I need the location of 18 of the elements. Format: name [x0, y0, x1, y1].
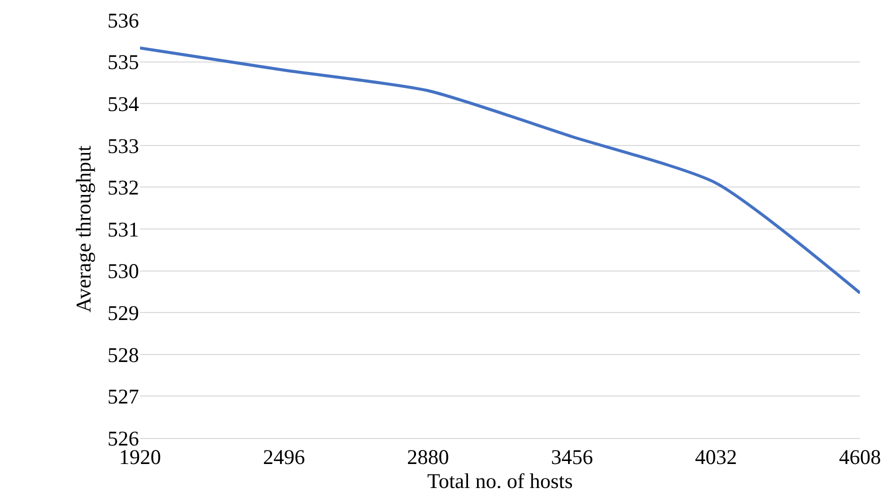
x-tick-label: 2880 [407, 445, 449, 470]
y-tick-label: 534 [108, 92, 140, 116]
x-tick-label: 2496 [263, 445, 305, 470]
y-axis-title: Average throughput [72, 145, 96, 312]
y-tick-label: 535 [108, 50, 139, 74]
y-tick-label: 532 [108, 176, 139, 200]
x-tick-label: 4032 [695, 445, 737, 470]
x-tick-label: 4608 [839, 445, 881, 470]
y-tick-label: 527 [108, 384, 139, 409]
y-tick-label: 533 [108, 134, 139, 158]
y-tick-label: 531 [108, 217, 139, 242]
x-axis-title: Total no. of hosts [427, 469, 573, 493]
y-tick-label: 528 [108, 342, 139, 367]
x-tick-label: 3456 [551, 445, 593, 470]
y-tick-label: 530 [108, 259, 139, 284]
y-tick-label: 536 [108, 8, 139, 32]
y-tick-label: 529 [108, 300, 139, 325]
line-series [140, 46, 860, 294]
